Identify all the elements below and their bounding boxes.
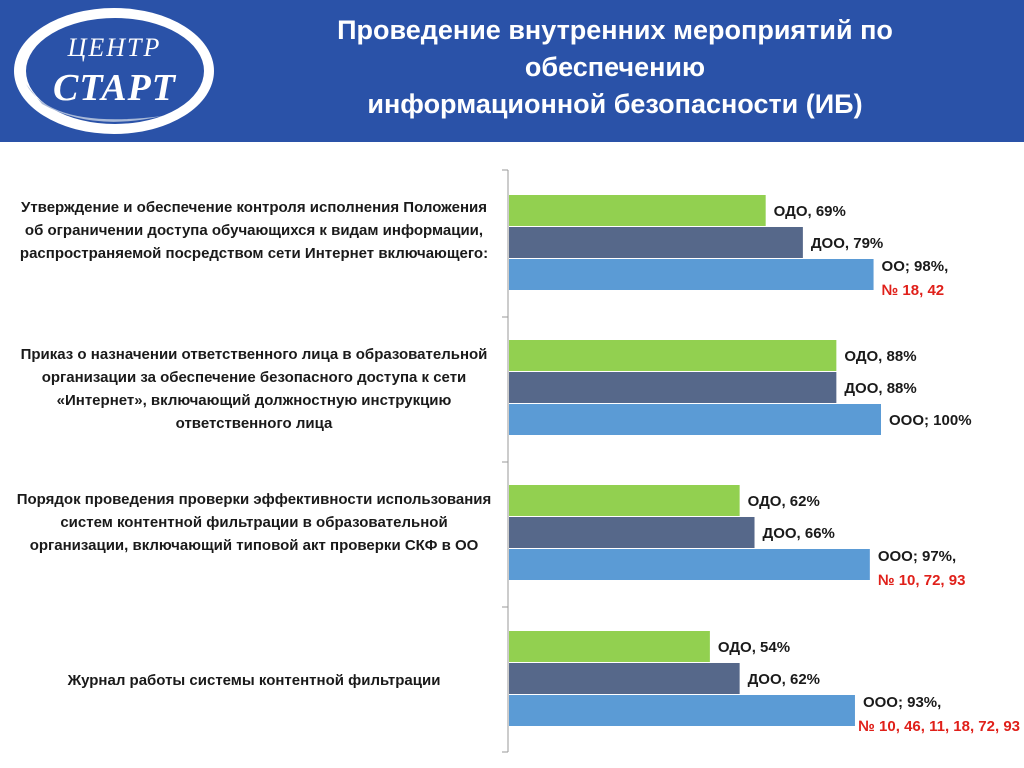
category-label-2: Приказ о назначении ответственного лица …: [20, 346, 488, 432]
bar-ooo-4: [509, 695, 855, 726]
data-label: ОДО, 88%: [844, 348, 916, 365]
logo-text-line2: СТАРТ: [53, 67, 176, 109]
bar-odo-2: [509, 340, 837, 371]
logo: ЦЕНТР СТАРТ: [12, 4, 217, 138]
bar-doo-2: [509, 372, 837, 403]
page-title-line-2: обеспечению: [524, 52, 706, 82]
data-label: ООО; 100%: [889, 412, 972, 429]
bar-ooo-3: [509, 549, 870, 580]
data-label: ДОО, 66%: [763, 525, 835, 542]
bar-odo-1: [509, 195, 766, 226]
bar-odo-3: [509, 485, 740, 516]
page-title-line-3: информационной безопасности (ИБ): [367, 89, 863, 119]
data-label: ООО; 93%,: [863, 694, 941, 711]
logo-text-line1: ЦЕНТР: [67, 33, 162, 62]
category-label-4: Журнал работы системы контентной фильтра…: [67, 672, 441, 689]
data-label: ДОО, 62%: [748, 671, 820, 688]
page-title-line-1: Проведение внутренних мероприятий по: [337, 15, 893, 45]
bar-ooo-2: [509, 404, 881, 435]
category-label-1: Утверждение и обеспечение контроля испол…: [19, 199, 489, 262]
data-label: ОО; 98%,: [882, 258, 949, 275]
data-label-extra: № 10, 72, 93: [878, 572, 966, 589]
logo-emblem: [14, 8, 214, 134]
category-label-3: Порядок проведения проверки эффективност…: [16, 491, 492, 554]
bar-odo-4: [509, 631, 710, 662]
bar-doo-1: [509, 227, 803, 258]
bar-doo-3: [509, 517, 755, 548]
data-label: ДОО, 88%: [844, 380, 916, 397]
data-label-extra: № 10, 46, 11, 18, 72, 93: [858, 718, 1020, 735]
data-label: ООО; 97%,: [878, 548, 956, 565]
data-label-extra: № 18, 42: [882, 282, 945, 299]
data-label: ОДО, 54%: [718, 639, 790, 656]
bar-doo-4: [509, 663, 740, 694]
data-label: ОДО, 62%: [748, 493, 820, 510]
page-title: Проведение внутренних мероприятий по обе…: [270, 12, 960, 123]
bar-ooo-1: [509, 259, 874, 290]
data-label: ОДО, 69%: [774, 203, 846, 220]
data-label: ДОО, 79%: [811, 235, 883, 252]
